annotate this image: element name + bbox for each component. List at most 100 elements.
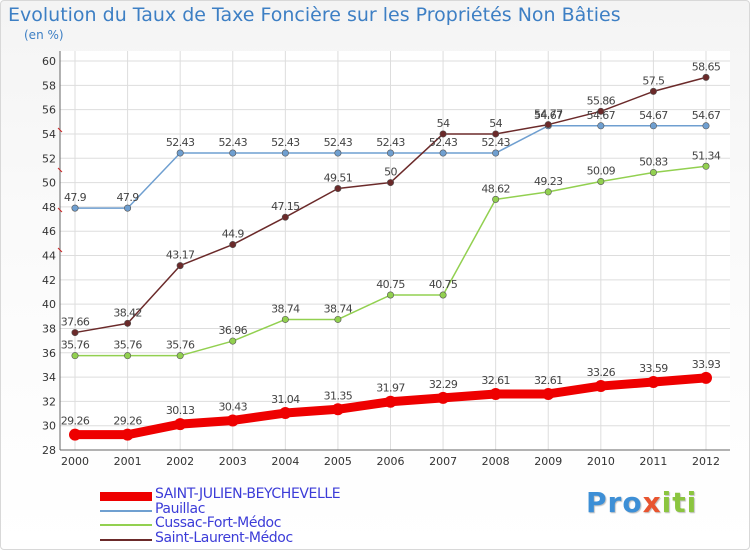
data-point xyxy=(492,130,500,138)
data-point xyxy=(649,168,657,176)
data-point xyxy=(331,403,344,416)
data-point xyxy=(71,352,79,360)
data-point xyxy=(386,149,394,157)
data-label: 32.61 xyxy=(534,374,563,387)
y-tick-label: 58 xyxy=(42,79,56,92)
data-label: 49.23 xyxy=(534,175,563,188)
data-label: 32.61 xyxy=(481,374,510,387)
x-tick-label: 2012 xyxy=(692,455,720,468)
data-label: 33.93 xyxy=(692,358,721,371)
proxiti-logo: Proxiti xyxy=(586,486,697,519)
data-label: 47.9 xyxy=(117,191,140,204)
y-tick-label: 30 xyxy=(42,420,56,433)
data-point xyxy=(281,315,289,323)
data-label: 54.77 xyxy=(534,108,563,121)
data-point xyxy=(544,188,552,196)
data-point xyxy=(542,387,555,400)
data-label: 54 xyxy=(437,117,450,130)
data-label: 29.26 xyxy=(61,415,90,428)
data-point xyxy=(384,395,397,408)
y-tick-label: 28 xyxy=(42,444,56,457)
x-tick-label: 2005 xyxy=(324,455,352,468)
y-tick-label: 44 xyxy=(42,250,56,263)
data-label: 52.43 xyxy=(166,136,195,149)
data-point xyxy=(176,262,184,270)
data-label: 51.34 xyxy=(692,149,721,162)
data-label: 55.86 xyxy=(587,94,616,107)
y-tick-label: 42 xyxy=(42,274,56,287)
legend-label: Pauillac xyxy=(155,501,206,517)
data-label: 43.17 xyxy=(166,249,195,262)
data-point xyxy=(71,329,79,337)
data-point xyxy=(597,122,605,130)
data-label: 48.62 xyxy=(481,182,510,195)
y-tick-label: 36 xyxy=(42,347,56,360)
y-tick-label: 50 xyxy=(42,177,56,190)
legend-label: Saint-Laurent-Médoc xyxy=(155,530,293,546)
data-point xyxy=(649,87,657,95)
x-tick-label: 2001 xyxy=(114,455,142,468)
data-label: 58.65 xyxy=(692,60,721,73)
data-point xyxy=(229,241,237,249)
data-label: 33.59 xyxy=(639,362,668,375)
data-label: 32.29 xyxy=(429,378,458,391)
data-label: 37.66 xyxy=(61,316,90,329)
y-tick-label: 40 xyxy=(42,298,56,311)
data-point xyxy=(121,428,134,441)
data-label: 38.42 xyxy=(113,306,142,319)
x-tick-label: 2000 xyxy=(61,455,89,468)
data-point xyxy=(124,352,132,360)
data-label: 35.76 xyxy=(113,339,142,352)
x-tick-label: 2011 xyxy=(639,455,667,468)
legend-swatch xyxy=(100,524,152,526)
data-label: 35.76 xyxy=(166,339,195,352)
data-label: 40.75 xyxy=(376,278,405,291)
data-point xyxy=(647,376,660,389)
legend-swatch xyxy=(100,510,152,512)
x-tick-label: 2010 xyxy=(587,455,615,468)
legend-swatch xyxy=(100,539,152,541)
x-tick-label: 2008 xyxy=(482,455,510,468)
x-tick-label: 2009 xyxy=(534,455,562,468)
x-tick-label: 2006 xyxy=(377,455,405,468)
data-label: 54 xyxy=(489,117,502,130)
y-tick-label: 32 xyxy=(42,395,56,408)
logo-part-x: x xyxy=(642,486,662,519)
y-tick-label: 38 xyxy=(42,322,56,335)
y-tick-label: 60 xyxy=(42,55,56,68)
data-point xyxy=(649,122,657,130)
data-label: 36.96 xyxy=(219,324,248,337)
data-point xyxy=(439,291,447,299)
data-label: 50.09 xyxy=(587,164,616,177)
data-label: 54.67 xyxy=(534,109,563,122)
legend-swatch xyxy=(100,491,152,501)
data-point xyxy=(124,319,132,327)
axis-accent xyxy=(57,167,63,173)
data-point xyxy=(702,122,710,130)
data-point xyxy=(334,149,342,157)
data-label: 38.74 xyxy=(271,302,300,315)
data-point xyxy=(174,418,187,431)
data-point xyxy=(71,204,79,212)
data-label: 54.67 xyxy=(639,109,668,122)
data-point xyxy=(176,352,184,360)
data-point xyxy=(281,213,289,221)
axis-accent xyxy=(57,127,63,133)
data-label: 40.75 xyxy=(429,278,458,291)
axis-accent xyxy=(57,207,63,213)
data-label: 31.04 xyxy=(271,393,300,406)
data-point xyxy=(279,407,292,420)
data-point xyxy=(229,337,237,345)
data-point xyxy=(702,73,710,81)
y-tick-label: 54 xyxy=(42,128,56,141)
data-point xyxy=(700,371,712,384)
data-point xyxy=(702,162,710,170)
logo-part-iti: iti xyxy=(661,486,698,519)
x-tick-label: 2004 xyxy=(271,455,299,468)
data-label: 44.9 xyxy=(222,228,245,241)
data-label: 50 xyxy=(384,166,397,179)
y-tick-label: 52 xyxy=(42,152,56,165)
data-point xyxy=(597,107,605,115)
data-label: 30.43 xyxy=(219,400,248,413)
data-point xyxy=(597,177,605,185)
